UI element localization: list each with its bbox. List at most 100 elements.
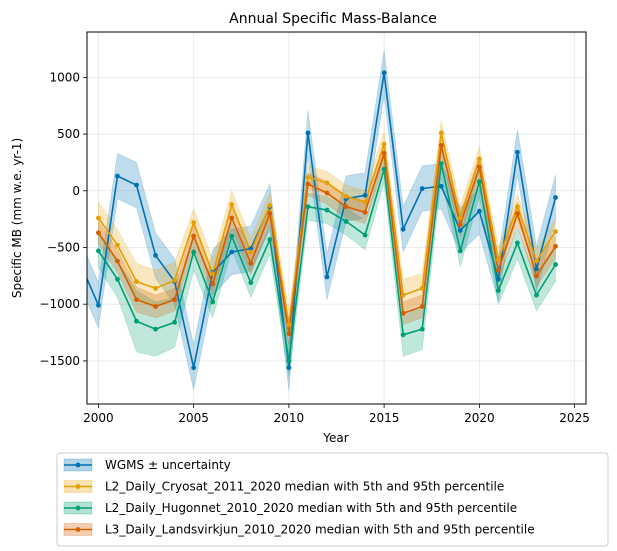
point-series-1	[534, 266, 539, 272]
point-series-2	[476, 156, 482, 162]
point-series-4	[229, 215, 235, 221]
point-series-3	[134, 318, 139, 324]
point-series-2	[96, 215, 101, 221]
point-series-4	[476, 164, 482, 170]
legend-label: L2_Daily_Hugonnet_2010_2020 median with …	[105, 501, 517, 515]
point-series-1	[362, 192, 368, 198]
point-series-3	[438, 161, 444, 166]
point-series-3	[96, 248, 101, 254]
point-series-4	[457, 222, 463, 228]
point-series-2	[381, 141, 387, 147]
point-series-1	[191, 365, 197, 371]
y-tick-label: −500	[47, 240, 80, 254]
point-series-1	[134, 182, 139, 188]
point-series-3	[191, 249, 197, 255]
point-series-4	[362, 209, 368, 215]
legend-marker	[75, 505, 81, 511]
point-series-3	[495, 288, 501, 293]
point-series-3	[534, 292, 539, 298]
point-series-1	[476, 208, 482, 214]
point-series-2	[210, 271, 216, 276]
point-series-4	[515, 211, 520, 216]
point-series-2	[362, 199, 368, 205]
point-series-2	[134, 279, 139, 284]
point-series-1	[400, 226, 406, 232]
point-series-1	[96, 302, 101, 308]
legend-label: L2_Daily_Cryosat_2011_2020 median with 5…	[105, 480, 504, 494]
point-series-4	[438, 143, 444, 148]
point-series-2	[267, 203, 273, 208]
y-tick-label: −1500	[39, 354, 80, 368]
y-tick-label: 0	[72, 184, 80, 198]
y-tick-label: −1000	[39, 297, 80, 311]
point-series-4	[191, 233, 197, 239]
x-tick-label: 2015	[369, 411, 400, 425]
x-axis-ticks: 2000 2005 2010 2015 2020 2025	[83, 404, 590, 425]
point-series-3	[115, 276, 120, 282]
point-series-2	[248, 249, 254, 255]
point-series-2	[305, 174, 311, 180]
point-series-3	[381, 166, 387, 172]
point-series-4	[534, 273, 539, 279]
legend-label: L3_Daily_Landsvirkjun_2010_2020 median w…	[105, 523, 535, 537]
band-series-1	[87, 50, 556, 391]
point-series-1	[381, 70, 387, 76]
point-series-3	[229, 233, 235, 239]
point-series-1	[553, 195, 558, 200]
point-series-2	[153, 285, 158, 291]
point-series-3	[286, 358, 292, 364]
point-series-1	[77, 259, 82, 264]
point-series-2	[115, 242, 120, 248]
point-series-1	[248, 246, 254, 252]
legend-marker	[75, 484, 81, 489]
point-series-3	[267, 237, 273, 242]
point-series-4	[267, 211, 273, 216]
point-series-3	[419, 326, 425, 332]
band-series-3	[98, 148, 556, 377]
point-series-2	[457, 215, 463, 221]
x-tick-label: 2000	[83, 411, 114, 425]
point-series-2	[495, 257, 501, 263]
point-series-1	[495, 276, 501, 282]
point-series-3	[553, 262, 558, 267]
legend-marker	[75, 462, 81, 468]
legend-marker	[75, 527, 81, 532]
point-series-1	[419, 186, 425, 191]
point-series-2	[191, 220, 197, 225]
point-series-4	[343, 204, 349, 210]
point-series-3	[153, 326, 158, 332]
point-series-2	[324, 180, 330, 186]
point-series-3	[515, 240, 520, 246]
series-points	[77, 70, 558, 371]
point-series-3	[362, 232, 368, 238]
point-series-4	[286, 331, 292, 337]
point-series-1	[324, 274, 330, 280]
point-series-4	[153, 304, 158, 309]
point-series-4	[381, 150, 387, 156]
legend-label: WGMS ± uncertainty	[105, 458, 231, 472]
point-series-3	[324, 207, 330, 213]
line-series-1	[87, 72, 557, 369]
point-series-4	[115, 258, 120, 264]
point-series-2	[229, 201, 235, 207]
point-series-3	[400, 332, 406, 338]
point-series-2	[553, 229, 558, 235]
point-series-4	[172, 297, 178, 303]
point-series-2	[286, 322, 292, 328]
point-series-4	[96, 230, 101, 236]
legend: WGMS ± uncertainty L2_Daily_Cryosat_2011_…	[56, 452, 609, 547]
point-series-2	[419, 285, 425, 291]
point-series-1	[286, 365, 292, 371]
point-series-3	[305, 204, 311, 210]
point-series-4	[134, 297, 139, 303]
plot-frame	[86, 31, 587, 405]
point-series-3	[457, 248, 463, 254]
point-series-3	[476, 179, 482, 185]
y-axis-title: Specific MB (mm w.e. yr-1)	[10, 138, 24, 298]
point-series-3	[248, 280, 254, 286]
point-series-2	[534, 258, 539, 264]
x-tick-label: 2020	[464, 411, 495, 425]
y-axis-ticks: −1500 −1000 −500 0 500 1000	[39, 70, 87, 368]
point-series-2	[438, 130, 444, 136]
